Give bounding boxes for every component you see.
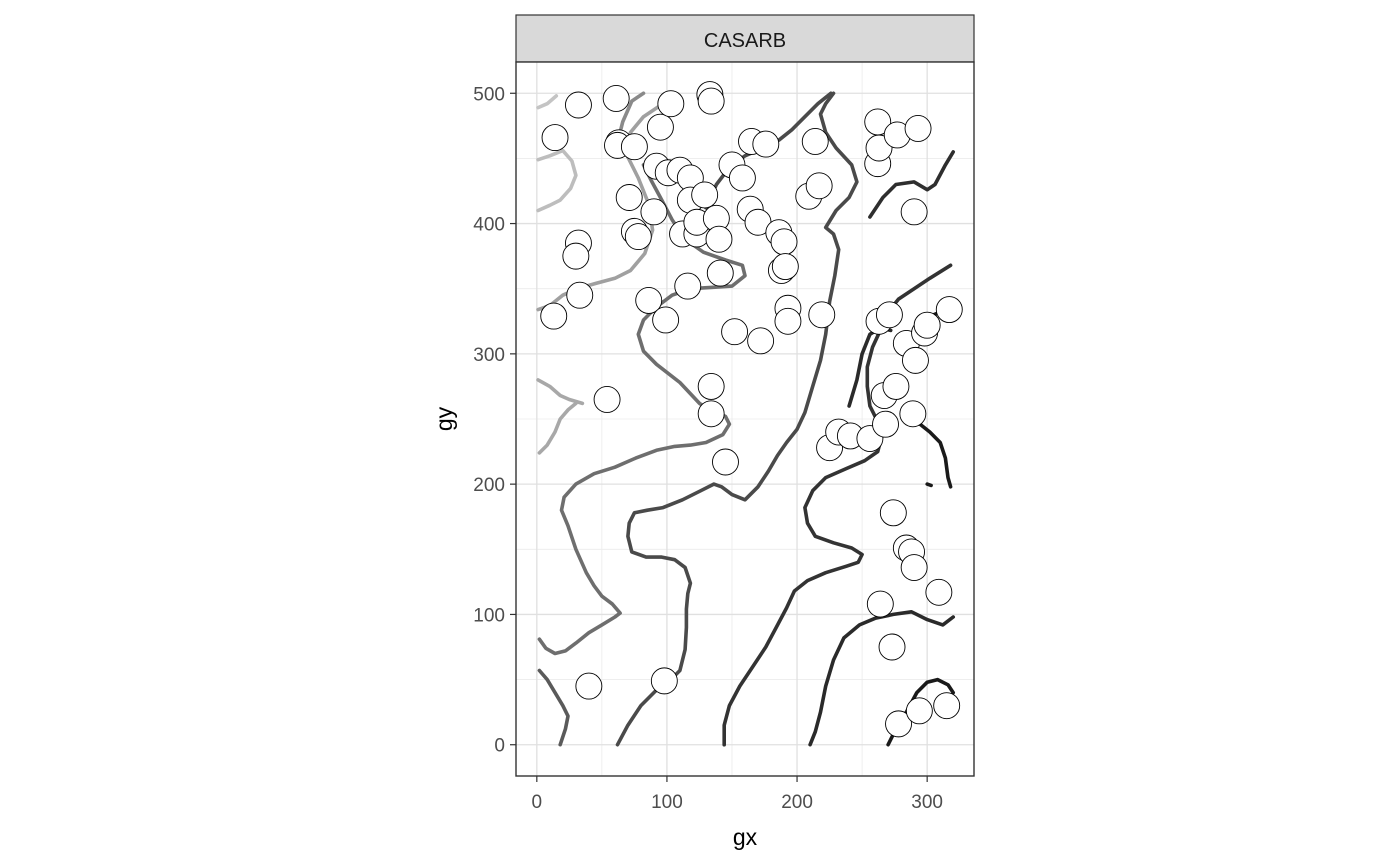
- y-axis-title: gy: [431, 406, 457, 431]
- data-point: [902, 347, 928, 373]
- data-point: [641, 199, 667, 225]
- data-point: [567, 282, 593, 308]
- data-point: [707, 260, 733, 286]
- x-tick-label: 200: [781, 792, 813, 813]
- contour-line: [927, 484, 931, 485]
- y-tick-label: 400: [473, 215, 505, 236]
- data-point: [934, 693, 960, 719]
- data-point: [706, 226, 732, 252]
- data-point: [675, 273, 701, 299]
- data-point: [594, 386, 620, 412]
- data-point: [926, 579, 952, 605]
- y-tick-label: 300: [473, 345, 505, 366]
- data-point: [563, 243, 589, 269]
- x-tick-label: 100: [651, 792, 683, 813]
- data-point: [901, 199, 927, 225]
- data-point: [914, 312, 940, 338]
- data-point: [880, 500, 906, 526]
- data-point: [729, 165, 755, 191]
- data-point: [876, 302, 902, 328]
- data-point: [722, 319, 748, 345]
- data-point: [936, 297, 962, 323]
- data-point: [565, 92, 591, 118]
- y-tick-label: 0: [494, 736, 505, 757]
- data-point: [621, 134, 647, 160]
- data-point: [772, 254, 798, 280]
- y-tick-label: 200: [473, 475, 505, 496]
- data-point: [616, 185, 642, 211]
- facet-strip-label: CASARB: [704, 30, 786, 52]
- data-point: [698, 401, 724, 427]
- y-axis: 0 100 200 300 400 500: [473, 84, 516, 756]
- data-point: [692, 182, 718, 208]
- y-tick-label: 500: [473, 84, 505, 105]
- facet-strip: CASARB: [516, 15, 974, 62]
- data-point: [653, 307, 679, 333]
- data-point: [900, 401, 926, 427]
- data-point: [873, 411, 899, 437]
- data-point: [771, 229, 797, 255]
- data-point: [541, 303, 567, 329]
- x-tick-label: 300: [911, 792, 943, 813]
- data-point: [603, 85, 629, 111]
- data-point: [698, 88, 724, 114]
- data-point: [905, 115, 931, 141]
- data-point: [806, 173, 832, 199]
- data-point: [775, 308, 801, 334]
- x-tick-label: 0: [532, 792, 543, 813]
- data-point: [658, 91, 684, 117]
- data-point: [576, 673, 602, 699]
- data-point: [802, 128, 828, 154]
- data-point: [809, 302, 835, 328]
- data-point: [901, 555, 927, 581]
- data-point: [542, 125, 568, 151]
- y-tick-label: 100: [473, 605, 505, 626]
- x-axis-title: gx: [733, 824, 758, 850]
- x-axis: 0 100 200 300: [532, 776, 943, 813]
- data-point: [748, 328, 774, 354]
- data-point: [879, 634, 905, 660]
- data-point: [712, 449, 738, 475]
- data-point: [753, 131, 779, 157]
- data-point: [698, 373, 724, 399]
- data-point: [867, 591, 893, 617]
- data-point: [883, 373, 909, 399]
- data-point: [906, 698, 932, 724]
- data-point: [651, 668, 677, 694]
- data-point: [647, 114, 673, 140]
- data-point: [625, 224, 651, 250]
